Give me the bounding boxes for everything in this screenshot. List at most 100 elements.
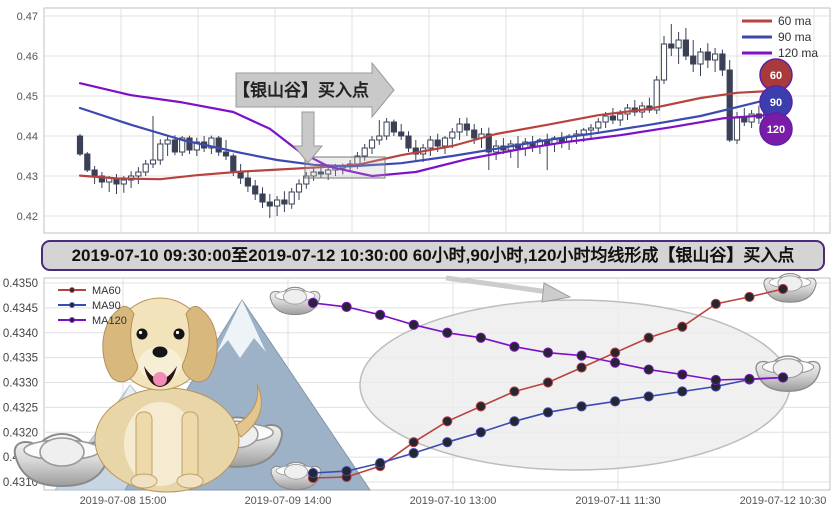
x-axis-label: 2019-07-09 14:00 (245, 495, 332, 507)
legend-item-90ma[interactable]: 90 ma (742, 30, 812, 44)
candle-body (120, 179, 127, 185)
dog-leg (181, 411, 199, 481)
y-axis-label: 0.4335 (3, 353, 38, 365)
right-arrow-callout (235, 61, 395, 119)
candle-body (274, 199, 281, 207)
data-point-MA120 (744, 373, 755, 385)
legend-item-120ma[interactable]: 120 ma (742, 46, 818, 60)
data-point-MA120 (777, 372, 789, 383)
candle-body (653, 79, 660, 111)
legend-item-MA60[interactable]: MA60 (58, 285, 121, 297)
x-axis-label: 2019-07-08 15:00 (80, 495, 167, 507)
candle-body (149, 159, 157, 165)
candle-body (142, 163, 149, 173)
y-axis-label: 0.4350 (3, 278, 38, 290)
data-point-MA90 (442, 437, 453, 448)
candle-body (157, 143, 164, 161)
data-point-MA90 (576, 401, 587, 412)
data-point-MA120 (576, 350, 587, 361)
y-axis-label: 0.4345 (3, 303, 38, 315)
data-point-MA90 (643, 391, 654, 402)
candle-body (682, 39, 689, 57)
down-arrow (292, 111, 324, 164)
candle-body (456, 123, 463, 133)
x-axis-label: 2019-07-10 13:00 (410, 495, 497, 507)
candle-body (193, 141, 200, 151)
candle-body (325, 169, 332, 175)
legend-label: MA60 (92, 285, 121, 297)
candle-body (310, 171, 317, 177)
data-point-MA60 (542, 377, 554, 388)
data-point-MA60 (610, 347, 621, 358)
candle-body (434, 139, 441, 147)
candle-body (595, 121, 602, 129)
dog-eye-glint (175, 330, 180, 335)
data-point-MA120 (542, 347, 554, 358)
legend-swatch-dot (69, 287, 75, 293)
data-point-MA60 (710, 298, 721, 309)
candle-body (259, 193, 266, 203)
ma-line-90ma (78, 98, 768, 168)
snow-cap (216, 300, 266, 358)
candle-body (617, 113, 624, 121)
dog-eye (173, 328, 185, 340)
data-point-MA60 (576, 362, 587, 373)
legend-item-MA90[interactable]: MA90 (58, 300, 121, 312)
plot-frame (43, 7, 831, 234)
candle-body (171, 139, 179, 153)
hourly-candlestick-chart[interactable]: 0.42 0.43 0.44 0.45 0.46 0.47 【银山谷】买入点 60 ma 90 … (0, 0, 833, 240)
candle-body (719, 53, 726, 71)
legend-label: 60 ma (778, 14, 812, 28)
y-axis-label: 0.4325 (3, 402, 38, 414)
silver-ingot-icon (755, 355, 821, 392)
candle-body (390, 121, 397, 133)
candle-body (368, 139, 376, 149)
bottom-decor-layer (13, 273, 821, 493)
bottom-series-layer: MA60 MA90 MA120 (58, 283, 789, 484)
ma-detail-chart[interactable]: 0.4350 0.4345 0.4340 0.4335 0.4330 0.4325 0.43… (0, 272, 833, 520)
candle-body (222, 151, 230, 157)
candle-body (704, 51, 711, 61)
candle-body (449, 131, 456, 139)
legend-label: MA120 (92, 315, 127, 327)
candle-body (748, 113, 755, 123)
data-point-MA120 (610, 357, 621, 368)
data-point-MA90 (341, 465, 352, 477)
y-axis-label: 0.45 (17, 91, 38, 103)
dog-ear (181, 305, 218, 383)
data-point-MA90 (509, 416, 520, 427)
dog-ear (102, 305, 139, 383)
legend-item-60ma[interactable]: 60 ma (742, 14, 812, 28)
candle-body (733, 117, 741, 141)
candle-body (675, 39, 682, 49)
y-axis-label: 0.4320 (3, 427, 38, 439)
data-point-MA120 (710, 374, 721, 386)
top-grid-layer: 0.42 0.43 0.44 0.45 0.46 0.47 (17, 7, 831, 234)
arrow-shaft (445, 275, 549, 295)
candle-body (441, 137, 449, 147)
x-axis-label: 2019-07-11 11:30 (575, 495, 660, 507)
data-point-MA120 (307, 297, 319, 308)
data-point-MA60 (744, 291, 755, 303)
dog-eye (136, 328, 148, 340)
ma-line-60ma (78, 90, 768, 181)
buy-point-label: 【银山谷】买入点 (233, 80, 369, 100)
candle-body (463, 123, 470, 131)
candle-body (427, 139, 434, 149)
data-point-MA60 (777, 283, 789, 295)
dog-paw (176, 473, 204, 489)
ma-badge-90: 90 (759, 85, 793, 119)
candle-body (712, 53, 719, 61)
ma-badge-60: 60 (759, 58, 793, 92)
legend-label: 120 ma (778, 46, 818, 60)
arrow-head (541, 282, 572, 303)
candle-body (660, 43, 668, 81)
candle-body (697, 51, 704, 65)
candle-body (317, 171, 324, 175)
candle-body (252, 185, 259, 195)
gray-arrow-to-ellipse (445, 275, 572, 303)
legend-item-MA120[interactable]: MA120 (58, 315, 127, 327)
candle-body (76, 135, 84, 155)
data-point-MA90 (677, 386, 688, 397)
